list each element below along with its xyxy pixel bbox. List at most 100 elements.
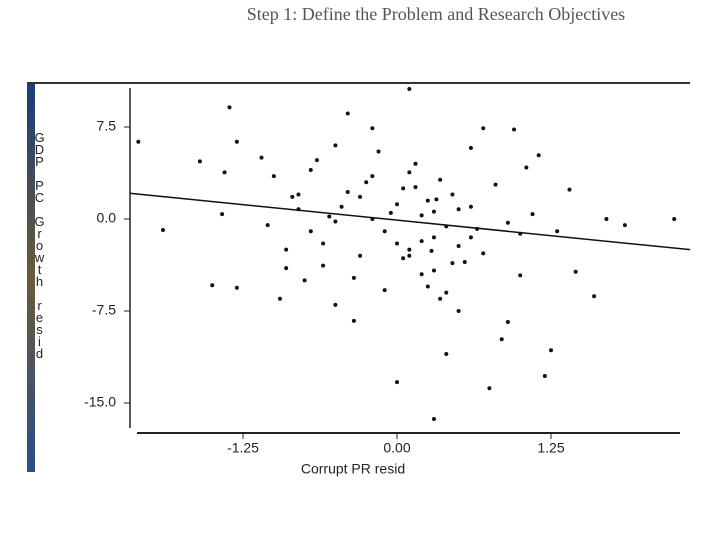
point <box>227 105 232 110</box>
point <box>429 248 434 253</box>
point <box>290 194 295 199</box>
point <box>431 209 436 214</box>
point <box>493 182 498 187</box>
point <box>370 174 375 179</box>
point <box>339 204 344 209</box>
point <box>220 212 225 217</box>
image-strip <box>27 82 35 472</box>
point <box>407 86 412 91</box>
point <box>382 229 387 234</box>
point <box>345 111 350 116</box>
point <box>333 302 338 307</box>
point <box>672 217 677 222</box>
y-tick-label: 0.0 <box>97 210 117 226</box>
x-tick-label: 0.00 <box>383 440 410 456</box>
point <box>302 278 307 283</box>
point <box>314 158 319 163</box>
point <box>321 241 326 246</box>
point <box>573 269 578 274</box>
point <box>234 139 239 144</box>
point <box>431 268 436 273</box>
point <box>456 207 461 212</box>
point <box>271 174 276 179</box>
point <box>308 229 313 234</box>
point <box>234 285 239 290</box>
point <box>512 127 517 132</box>
point <box>388 210 393 215</box>
point <box>407 247 412 252</box>
slide-title: Step 1: Define the Problem and Research … <box>247 4 625 24</box>
x-tick-label: 1.25 <box>537 440 564 456</box>
point <box>536 153 541 158</box>
point <box>382 288 387 293</box>
point <box>333 219 338 224</box>
point <box>450 261 455 266</box>
point <box>395 241 400 246</box>
point <box>518 273 523 278</box>
point <box>542 374 547 379</box>
point <box>419 213 424 218</box>
point <box>419 239 424 244</box>
point <box>462 259 467 264</box>
point <box>468 235 473 240</box>
x-tick-label: -1.25 <box>227 440 259 456</box>
point <box>376 149 381 154</box>
point <box>395 202 400 207</box>
point <box>321 263 326 268</box>
point <box>456 243 461 248</box>
point <box>505 220 510 225</box>
y-tick-label: -15.0 <box>84 394 116 410</box>
point <box>438 296 443 301</box>
point <box>481 126 486 131</box>
point <box>425 284 430 289</box>
point <box>210 283 215 288</box>
plot-background <box>35 82 690 472</box>
trend-line <box>129 192 691 251</box>
point <box>395 380 400 385</box>
point <box>351 318 356 323</box>
point <box>524 165 529 170</box>
point <box>444 290 449 295</box>
point <box>481 251 486 256</box>
y-axis-label: GDP PC Growth resid <box>32 130 47 358</box>
point <box>358 194 363 199</box>
point <box>468 204 473 209</box>
point <box>499 337 504 342</box>
point <box>333 143 338 148</box>
point <box>407 253 412 258</box>
point <box>197 159 202 164</box>
point <box>401 256 406 261</box>
point <box>604 217 609 222</box>
point <box>364 180 369 185</box>
point <box>438 177 443 182</box>
point <box>419 272 424 277</box>
point <box>345 190 350 195</box>
point <box>592 294 597 299</box>
point <box>401 186 406 191</box>
point <box>284 266 289 271</box>
point <box>434 197 439 202</box>
point <box>308 167 313 172</box>
point <box>358 253 363 258</box>
point <box>370 126 375 131</box>
point <box>351 275 356 280</box>
point <box>555 229 560 234</box>
point <box>548 348 553 353</box>
point <box>277 296 282 301</box>
point <box>407 170 412 175</box>
point <box>327 214 332 219</box>
point <box>136 139 141 144</box>
point <box>425 198 430 203</box>
point <box>487 386 492 391</box>
point <box>505 320 510 325</box>
point <box>431 235 436 240</box>
point <box>444 351 449 356</box>
point <box>622 223 627 228</box>
point <box>284 247 289 252</box>
x-axis-label: Corrupt PR resid <box>301 461 405 477</box>
point <box>259 155 264 160</box>
point <box>413 185 418 190</box>
point <box>450 192 455 197</box>
